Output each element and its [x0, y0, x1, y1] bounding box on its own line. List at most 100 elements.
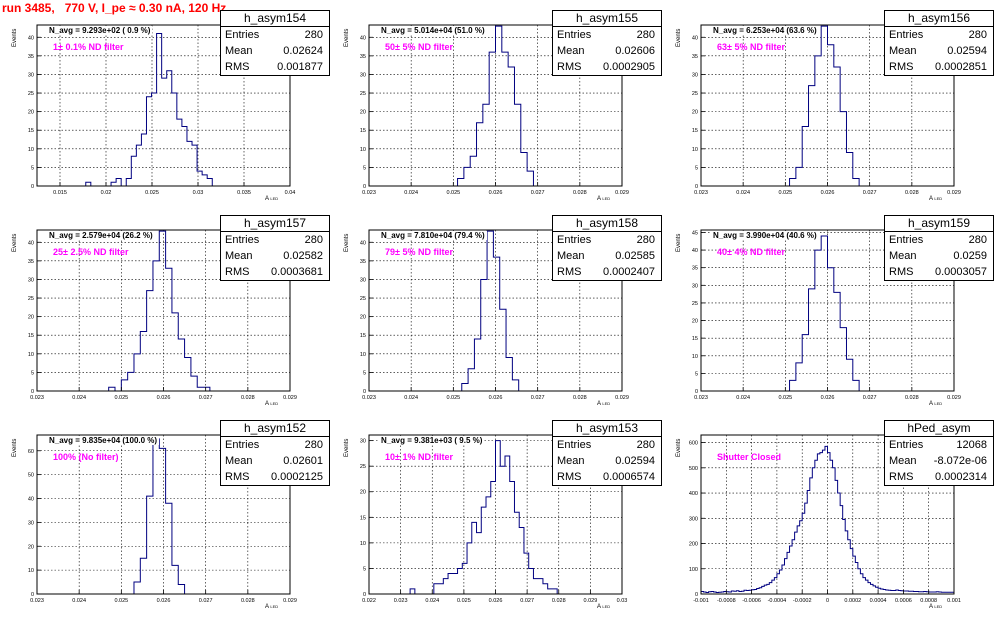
histogram-bin — [172, 93, 177, 186]
y-tick-label: 10 — [692, 354, 698, 360]
y-tick-label: 30 — [28, 520, 34, 526]
n-avg-label: N_avg = 5.014e+04 (51.0 %) — [379, 26, 487, 35]
histogram-plot: 0.023 0.024 0.025 0.026 0.027 0.028 0.029 0 5 10 1… — [360, 24, 629, 196]
y-tick-label: 15 — [692, 128, 698, 134]
y-tick-label: 25 — [692, 91, 698, 97]
y-axis-label: Events — [12, 233, 18, 252]
histogram-bin — [809, 289, 815, 391]
y-tick-label: 10 — [360, 352, 366, 358]
histogram-bin — [790, 546, 793, 594]
stats-rms-row: RMS 0.0002125 — [221, 469, 329, 485]
y-tick-label: 35 — [28, 54, 34, 60]
y-tick-label: 40 — [692, 35, 698, 41]
histogram-bin — [521, 153, 527, 186]
stats-entries-row: Entries 280 — [553, 27, 661, 43]
stats-entries-label: Entries — [889, 439, 924, 451]
histogram-plot: 0.022 0.023 0.024 0.025 0.026 0.027 0.028 0.029… — [360, 434, 628, 604]
stats-mean-value: 0.02585 — [615, 250, 655, 262]
y-tick-label: 5 — [363, 566, 366, 572]
x-tick-label: 0.027 — [520, 598, 534, 604]
y-tick-label: 15 — [28, 333, 34, 339]
histogram-bin — [524, 553, 529, 594]
y-tick-label: 10 — [28, 568, 34, 574]
n-avg-label: N_avg = 2.579e+04 (26.2 %) — [47, 231, 155, 240]
histogram-bin — [178, 339, 184, 391]
x-axis-label-subscript: LED — [270, 196, 279, 201]
histogram-name: h_asym158 — [553, 216, 661, 232]
y-tick-label: 40 — [28, 240, 34, 246]
y-tick-label: 5 — [363, 370, 366, 376]
stats-rms-row: RMS 0.0003057 — [885, 264, 993, 280]
x-tick-label: 0.029 — [947, 190, 961, 196]
stats-rms-label: RMS — [557, 266, 582, 278]
n-avg-label: N_avg = 9.835e+04 (100.0 %) — [47, 436, 160, 445]
histogram-plot: -0.001 -0.0008 -0.0006 -0.0004 -0.0002 0 0.000… — [689, 434, 961, 604]
y-tick-label: 5 — [695, 371, 698, 377]
x-tick-label: 0.029 — [615, 190, 629, 196]
y-tick-label: 40 — [360, 35, 366, 41]
stats-mean-value: 0.02624 — [283, 45, 323, 57]
y-tick-label: 35 — [360, 54, 366, 60]
stats-box: hPed_asym Entries 12068 Mean -8.072e-06 RMS 0.… — [884, 420, 994, 486]
histogram-panel: 0.023 0.024 0.025 0.026 0.027 0.028 0.029 0 5 10 1… — [332, 10, 664, 214]
stats-entries-label: Entries — [225, 29, 260, 41]
histogram-bin — [505, 456, 510, 594]
stats-mean-label: Mean — [225, 250, 253, 262]
stats-entries-row: Entries 280 — [221, 232, 329, 248]
stats-entries-row: Entries 280 — [553, 437, 661, 453]
histogram-bin — [116, 179, 121, 186]
x-axis-label: A LED — [597, 196, 611, 202]
x-tick-label: 0.023 — [30, 395, 44, 401]
x-axis-label: A LED — [929, 401, 943, 407]
x-tick-label: 0.025 — [446, 395, 460, 401]
stats-mean-value: 0.02601 — [283, 455, 323, 467]
x-tick-label: 0.04 — [285, 190, 296, 196]
histogram-bin — [448, 574, 453, 594]
y-tick-label: 5 — [31, 370, 34, 376]
stats-box: h_asym154 Entries 280 Mean 0.02624 RMS 0.00187… — [220, 10, 330, 76]
y-tick-label: 0 — [695, 592, 698, 598]
histogram-bin — [146, 97, 151, 186]
y-tick-label: 25 — [28, 91, 34, 97]
histogram-bin — [477, 533, 482, 594]
x-tick-label: 0.026 — [157, 395, 171, 401]
histogram-bin — [121, 380, 127, 391]
stats-rms-label: RMS — [225, 266, 250, 278]
stats-rms-value: 0.0002314 — [935, 471, 987, 483]
stats-rms-row: RMS 0.0002905 — [553, 59, 661, 75]
stats-rms-label: RMS — [889, 266, 914, 278]
x-tick-label: 0.025 — [778, 190, 792, 196]
x-tick-label: 0.03 — [617, 598, 628, 604]
stats-entries-value: 280 — [636, 29, 655, 41]
stats-entries-label: Entries — [225, 439, 260, 451]
histogram-bin — [481, 507, 486, 594]
histogram-bin — [500, 466, 505, 594]
histogram-plot: 0.023 0.024 0.025 0.026 0.027 0.028 0.029 0 10 20… — [28, 434, 297, 604]
x-axis-label-subscript: LED — [270, 401, 279, 406]
x-tick-label: 0 — [826, 598, 829, 604]
stats-box: h_asym153 Entries 280 Mean 0.02594 RMS 0.00065… — [552, 420, 662, 486]
histogram-bin — [853, 179, 859, 186]
x-tick-label: 0.028 — [905, 190, 919, 196]
stats-rms-row: RMS 0.0002851 — [885, 59, 993, 75]
stats-rms-value: 0.0003057 — [935, 266, 987, 278]
histogram-bin — [162, 78, 167, 186]
stats-mean-value: 0.02594 — [947, 45, 987, 57]
stats-rms-value: 0.0002125 — [271, 471, 323, 483]
stats-entries-value: 12068 — [956, 439, 987, 451]
stats-entries-row: Entries 12068 — [885, 437, 993, 453]
y-tick-label: 30 — [360, 72, 366, 78]
x-tick-label: 0.023 — [30, 598, 44, 604]
histogram-bin — [192, 145, 197, 186]
histogram-bin — [828, 453, 831, 594]
x-tick-label: 0.001 — [947, 598, 961, 604]
x-tick-label: 0.026 — [489, 190, 503, 196]
histogram-bin — [111, 182, 116, 186]
y-tick-label: 10 — [692, 147, 698, 153]
histogram-series-line — [409, 440, 558, 595]
histogram-plot: 0.023 0.024 0.025 0.026 0.027 0.028 0.029 0 5 10 1… — [28, 229, 297, 401]
histogram-bin — [821, 236, 827, 391]
histogram-bin — [464, 167, 470, 186]
histogram-bin — [172, 565, 178, 594]
histogram-name: h_asym153 — [553, 421, 661, 437]
